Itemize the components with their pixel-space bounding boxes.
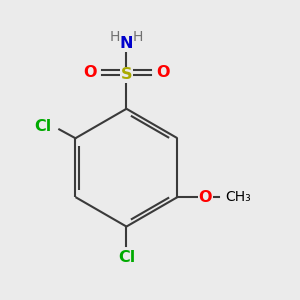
- Text: O: O: [199, 190, 212, 205]
- Text: O: O: [157, 65, 170, 80]
- Text: Cl: Cl: [118, 250, 135, 265]
- Text: O: O: [83, 65, 96, 80]
- Text: N: N: [120, 37, 133, 52]
- Text: Cl: Cl: [34, 119, 52, 134]
- Text: CH₃: CH₃: [225, 190, 251, 204]
- Text: H: H: [110, 30, 120, 44]
- Text: S: S: [121, 68, 132, 82]
- Text: H: H: [133, 30, 143, 44]
